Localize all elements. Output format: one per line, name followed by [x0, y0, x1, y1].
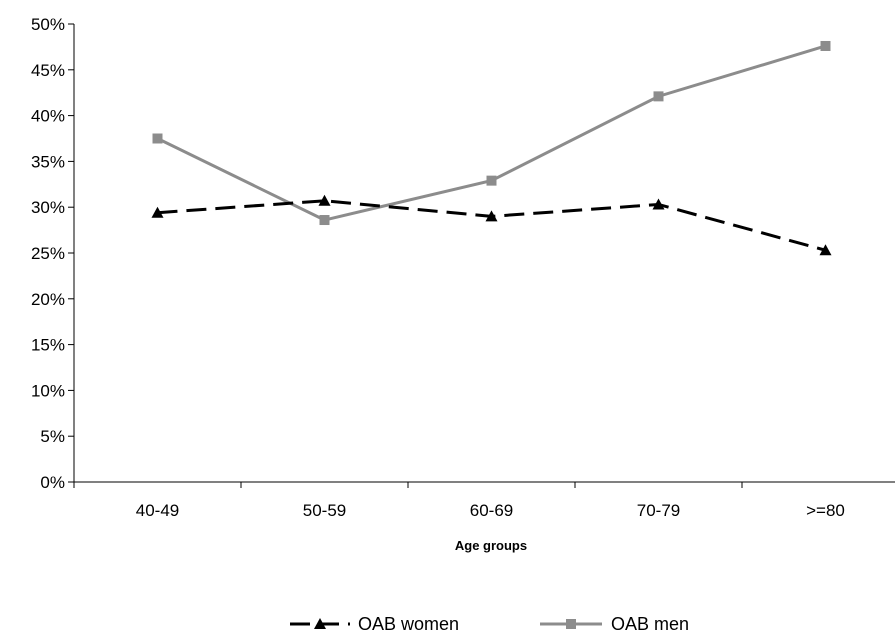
x-tick-label: 40-49: [136, 501, 179, 520]
series-oab-men: [152, 40, 831, 226]
triangle-marker: [485, 210, 498, 222]
x-axis: 40-49 50-59 60-69 70-79 >=80: [73, 481, 895, 520]
triangle-marker: [151, 206, 164, 218]
legend-label: OAB men: [611, 614, 689, 632]
legend: OAB women OAB men: [290, 614, 689, 632]
y-tick-label: 10%: [31, 381, 65, 400]
x-tick-label: 70-79: [637, 501, 680, 520]
triangle-marker: [819, 244, 832, 256]
square-marker: [820, 40, 831, 51]
y-tick-label: 5%: [40, 427, 65, 446]
legend-label: OAB women: [358, 614, 459, 632]
y-tick-label: 35%: [31, 152, 65, 171]
y-tick-label: 40%: [31, 107, 65, 126]
x-tick-label: 50-59: [303, 501, 346, 520]
triangle-marker: [314, 618, 326, 629]
y-tick-label: 50%: [31, 15, 65, 34]
legend-item: OAB women: [290, 614, 459, 632]
triangle-marker: [652, 198, 665, 210]
y-tick-label: 45%: [31, 61, 65, 80]
y-tick-label: 0%: [40, 473, 65, 492]
y-tick-label: 30%: [31, 198, 65, 217]
square-marker: [152, 133, 163, 144]
legend-item: OAB men: [540, 614, 689, 632]
y-tick-label: 25%: [31, 244, 65, 263]
y-axis: 0% 5% 10% 15% 20% 25% 30% 35% 40% 45% 50%: [31, 15, 75, 492]
square-marker: [319, 215, 330, 226]
y-tick-label: 20%: [31, 290, 65, 309]
square-marker: [653, 91, 664, 102]
triangle-marker: [318, 194, 331, 206]
x-tick-label: 60-69: [470, 501, 513, 520]
series-line: [156, 44, 826, 222]
x-axis-title: Age groups: [455, 538, 527, 553]
y-tick-label: 15%: [31, 336, 65, 355]
series-oab-women: [151, 194, 832, 256]
series-layer: [151, 40, 832, 256]
x-tick-label: >=80: [806, 501, 845, 520]
square-marker: [486, 175, 497, 186]
series-line: [157, 199, 826, 252]
square-marker: [566, 619, 576, 629]
